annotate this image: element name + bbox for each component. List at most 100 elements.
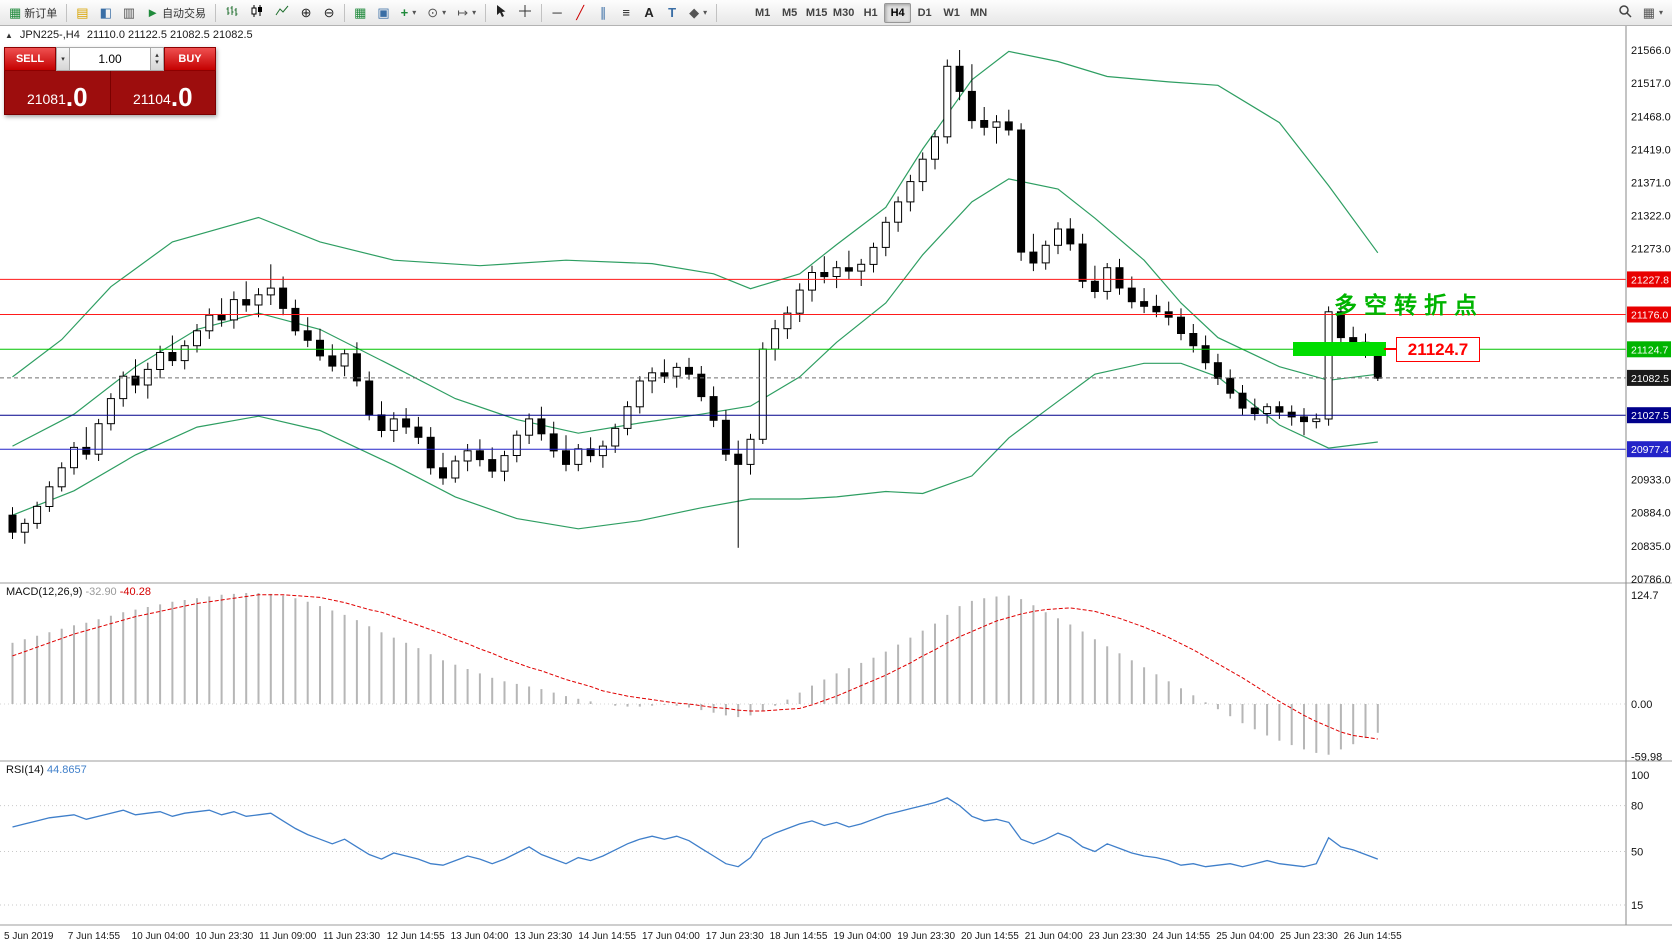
volume-dropdown-button[interactable]: ▾ [56,47,70,71]
line-chart-button[interactable] [270,2,294,24]
channel-icon: ∥ [599,5,607,20]
timeframe-m1[interactable]: M1 [754,6,771,19]
price-axis-label: 21517.0 [1631,78,1671,90]
shapes-tool-button[interactable]: ◆ ▾ [684,2,712,24]
horizontal-line-tool-button[interactable]: ─ [546,2,568,24]
chevron-down-icon: ▾ [472,8,477,17]
periods-button[interactable]: ⊙ ▾ [422,2,451,24]
macd-axis-label: 124.7 [1631,590,1659,602]
timeframe-m5[interactable]: M5 [781,6,798,19]
price-axis-label: 21468.0 [1631,112,1671,124]
price-axis-label: 20933.0 [1631,474,1671,486]
candles-layer [8,50,1382,548]
menu-icon: ▦ [1642,5,1655,20]
toolbar-separator [215,3,217,22]
svg-text:24 Jun 14:55: 24 Jun 14:55 [1152,931,1210,942]
zoom-in-button[interactable]: ⊕ [295,2,317,24]
timeframe-h4[interactable]: H4 [884,2,912,23]
price-axis-label: 21371.0 [1631,177,1671,189]
toolbar-separator [344,3,346,22]
svg-text:21227.8: 21227.8 [1631,274,1669,286]
fibonacci-tool-button[interactable]: ≡ [615,2,637,24]
timeframe-h1[interactable]: H1 [863,6,878,19]
bar-chart-icon [225,4,239,21]
fibonacci-icon: ≡ [622,5,630,20]
price-tag: 21027.5 [1627,407,1671,424]
channel-tool-button[interactable]: ∥ [592,2,614,24]
svg-text:21082.5: 21082.5 [1631,373,1669,385]
price-note-label[interactable]: 21124.7 [1396,337,1480,362]
buy-button[interactable]: BUY [164,47,216,71]
svg-text:10 Jun 23:30: 10 Jun 23:30 [195,931,253,942]
svg-text:5 Jun 2019: 5 Jun 2019 [4,931,54,942]
chevron-down-icon: ▾ [1658,8,1663,17]
price-axis-label: 21566.0 [1631,45,1671,57]
macd-label: MACD(12,26,9) -32.90 -40.28 [6,586,151,598]
price-axis-label: 21419.0 [1631,145,1671,157]
sell-price-main: 21081 [26,90,66,107]
rsi-label: RSI(14) 44.8657 [6,764,87,776]
layout-button[interactable]: ▥ [118,2,140,24]
chart-window-button[interactable]: ◧ [95,2,117,24]
sell-button[interactable]: SELL [4,47,56,71]
svg-text:25 Jun 04:00: 25 Jun 04:00 [1216,931,1274,942]
timeframe-d1[interactable]: D1 [917,6,932,19]
price-tag: 21082.5 [1627,369,1671,386]
new-order-label: 新订单 [24,7,58,20]
profile-icon: ▤ [76,5,89,20]
chart-note-text[interactable]: 多空转折点 [1334,292,1484,318]
zoom-out-icon: ⊖ [323,5,335,20]
volume-input[interactable] [70,47,150,71]
layout-window-icon: ▥ [122,5,136,20]
clock-icon: ⊙ [427,5,439,20]
chart-window[interactable]: 21566.0 21517.0 21468.0 21419.0 21371.0 21322… [0,26,1672,946]
sell-price-button[interactable]: 21081 .0 [5,71,111,114]
timeframe-w1[interactable]: W1 [943,6,960,19]
chart-canvas[interactable]: 21566.0 21517.0 21468.0 21419.0 21371.0 21322… [0,26,1672,946]
price-note-connector [1384,348,1398,350]
macd-axis-label: 0.00 [1631,699,1652,711]
candlestick-chart-button[interactable] [245,2,269,24]
bar-chart-button[interactable] [220,2,244,24]
price-axis-label: 20786.0 [1631,574,1671,586]
timeframe-m15[interactable]: M15 [805,6,828,19]
panels-button[interactable]: ▦ ▾ [1638,2,1668,24]
time-axis[interactable]: 5 Jun 2019 7 Jun 14:55 10 Jun 04:00 10 Jun … [4,931,1402,942]
new-order-button[interactable]: ▦ 新订单 [4,2,62,24]
timeframe-mn[interactable]: MN [970,6,988,19]
trendline-tool-button[interactable]: ╱ [569,2,591,24]
label-tool-button[interactable]: T [661,2,683,24]
svg-text:17 Jun 04:00: 17 Jun 04:00 [642,931,700,942]
text-tool-button[interactable]: A [638,2,660,24]
rsi-axis-label: 15 [1631,900,1643,912]
profiles-button[interactable]: ▤ [71,2,93,24]
timeframe-m30[interactable]: M30 [832,6,855,19]
chart-window-icon: ◧ [99,5,112,20]
highlight-rectangle[interactable] [1293,342,1386,356]
price-tag: 21124.7 [1627,341,1671,358]
tile-windows-button[interactable]: ▣ [372,2,394,24]
svg-text:17 Jun 23:30: 17 Jun 23:30 [706,931,764,942]
label-tool-icon: T [668,5,677,20]
template-icon: ▦ [354,5,367,20]
price-axis-label: 20884.0 [1631,508,1671,520]
cursor-button[interactable] [490,2,512,24]
svg-text:21124.7: 21124.7 [1631,344,1668,356]
svg-text:11 Jun 09:00: 11 Jun 09:00 [259,931,317,942]
auto-trading-button[interactable]: ► 自动交易 [141,2,211,24]
cursor-icon [495,4,507,21]
play-icon: ► [146,5,160,20]
toolbar-separator [485,3,487,22]
symbol-period-label: JPN225-,H4 [19,29,80,41]
chart-shift-button[interactable]: ↦ ▾ [452,2,481,24]
indicators-button[interactable]: + ▾ [396,2,422,24]
templates-button[interactable]: ▦ [349,2,371,24]
crosshair-button[interactable] [513,2,537,24]
sell-price-frac: .0 [65,81,88,112]
one-click-collapse-icon[interactable]: ▲ [5,30,13,40]
search-button[interactable] [1613,2,1637,24]
buy-price-button[interactable]: 21104 .0 [111,71,216,114]
volume-stepper[interactable]: ▴ ▾ [150,47,164,71]
zoom-out-button[interactable]: ⊖ [318,2,340,24]
price-tag: 21176.0 [1627,306,1671,323]
